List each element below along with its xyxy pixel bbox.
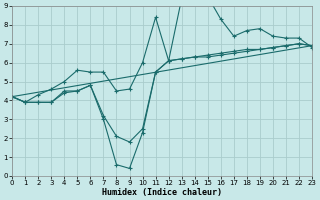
X-axis label: Humidex (Indice chaleur): Humidex (Indice chaleur) bbox=[102, 188, 222, 197]
